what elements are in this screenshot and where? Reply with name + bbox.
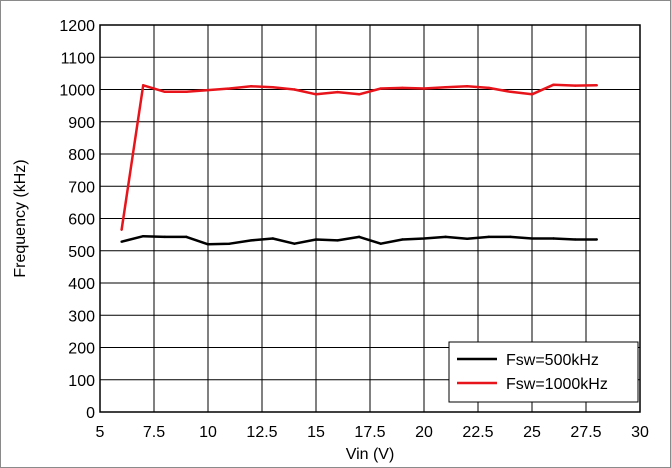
data-point-fsw-500khz	[422, 237, 426, 240]
data-point-fsw-1000khz	[422, 87, 426, 90]
data-point-fsw-1000khz	[552, 83, 555, 86]
x-tick-label: 17.5	[354, 424, 385, 441]
y-tick-label: 500	[68, 244, 95, 261]
data-point-fsw-1000khz	[336, 90, 339, 94]
data-point-fsw-500khz	[358, 235, 361, 239]
x-tick-label: 15	[307, 424, 325, 441]
data-point-fsw-500khz	[574, 238, 577, 241]
x-axis-label: Vin (V)	[346, 446, 395, 463]
y-tick-label: 700	[68, 179, 95, 196]
series-lines	[120, 83, 598, 246]
y-tick-label: 600	[68, 212, 95, 229]
legend: Fsw=500kHz Fsw=1000kHz	[448, 341, 639, 403]
legend-label-fsw-1000khz: Fsw=1000kHz	[506, 376, 608, 393]
y-tick-label: 900	[68, 115, 95, 132]
x-tick-label: 7.5	[143, 424, 165, 441]
data-point-fsw-500khz	[314, 238, 318, 241]
data-point-fsw-1000khz	[509, 90, 512, 93]
y-tick-label: 1200	[59, 18, 95, 35]
data-point-fsw-1000khz	[271, 86, 274, 89]
x-tick-label: 25	[523, 424, 541, 441]
data-point-fsw-500khz	[271, 237, 274, 240]
y-tick-label: 400	[68, 276, 95, 293]
data-point-fsw-1000khz	[466, 85, 469, 88]
y-axis-label: Frequency (kHz)	[12, 159, 29, 277]
data-point-fsw-1000khz	[595, 84, 598, 87]
data-point-fsw-1000khz	[358, 93, 361, 96]
data-point-fsw-1000khz	[142, 84, 145, 87]
data-point-fsw-1000khz	[250, 85, 253, 88]
y-tick-label: 800	[68, 147, 95, 164]
x-tick-labels: 5 7.5 10 12.5 15 17.5 20 22.5 25 27.5 30	[96, 424, 649, 441]
data-point-fsw-1000khz	[314, 93, 318, 96]
data-point-fsw-500khz	[206, 243, 210, 246]
x-tick-label: 5	[96, 424, 105, 441]
data-point-fsw-500khz	[228, 242, 231, 245]
data-point-fsw-1000khz	[401, 86, 404, 90]
data-point-fsw-500khz	[185, 235, 188, 239]
y-tick-label: 100	[68, 373, 95, 390]
data-point-fsw-500khz	[509, 235, 512, 239]
x-tick-label: 30	[631, 424, 649, 441]
data-point-fsw-500khz	[595, 238, 598, 241]
y-tick-label: 300	[68, 308, 95, 325]
data-point-fsw-500khz	[530, 237, 534, 240]
data-point-fsw-500khz	[163, 235, 166, 239]
y-tick-labels: 0 100 200 300 400 500 600 700 800 900 1000 1100 1200	[59, 18, 95, 422]
x-tick-label: 20	[415, 424, 433, 441]
data-point-fsw-500khz	[120, 240, 123, 243]
data-point-fsw-1000khz	[120, 228, 123, 231]
y-tick-label: 1100	[61, 50, 96, 67]
y-tick-label: 1000	[59, 83, 95, 100]
x-tick-label: 12.5	[246, 424, 277, 441]
plot-area-border	[99, 24, 641, 413]
data-point-fsw-500khz	[401, 238, 404, 241]
x-tick-label: 22.5	[462, 424, 493, 441]
legend-box	[448, 341, 639, 403]
y-tick-label: 200	[68, 341, 95, 358]
legend-label-fsw-500khz: Fsw=500kHz	[506, 352, 599, 369]
data-point-fsw-500khz	[293, 242, 296, 245]
x-tick-label: 27.5	[570, 424, 601, 441]
data-point-fsw-500khz	[466, 237, 469, 241]
data-point-fsw-1000khz	[530, 93, 534, 96]
data-point-fsw-1000khz	[487, 86, 490, 90]
data-point-fsw-1000khz	[163, 90, 166, 93]
data-point-fsw-500khz	[552, 237, 555, 240]
data-point-fsw-500khz	[444, 235, 447, 239]
data-point-fsw-500khz	[336, 239, 339, 242]
data-point-fsw-1000khz	[444, 86, 447, 89]
data-point-fsw-1000khz	[379, 87, 382, 90]
data-point-fsw-500khz	[250, 239, 253, 242]
data-point-fsw-1000khz	[228, 87, 231, 90]
data-point-fsw-1000khz	[185, 90, 188, 93]
data-point-fsw-500khz	[379, 242, 382, 245]
series-line-fsw-1000khz	[120, 83, 597, 230]
y-tick-label: 0	[86, 405, 95, 422]
data-point-fsw-1000khz	[293, 88, 296, 91]
data-point-fsw-1000khz	[574, 84, 577, 87]
data-point-fsw-1000khz	[206, 88, 210, 92]
x-tick-label: 10	[199, 424, 217, 441]
data-point-fsw-500khz	[487, 235, 490, 239]
data-point-fsw-500khz	[142, 235, 145, 238]
